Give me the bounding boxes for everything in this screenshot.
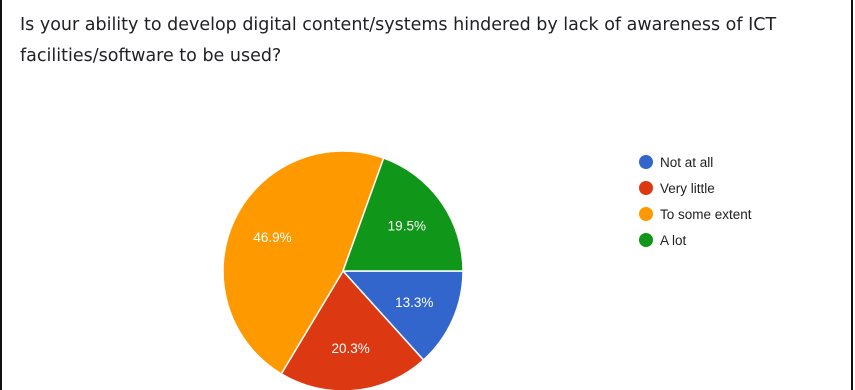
pie-slice-label-very-little: 20.3% [331,341,369,356]
legend-item-not-at-all[interactable]: Not at all [639,149,752,175]
legend: Not at all Very little To some extent A … [639,149,752,253]
legend-swatch-to-some-extent [639,207,653,221]
legend-item-very-little[interactable]: Very little [639,175,752,201]
legend-swatch-not-at-all [639,155,653,169]
pie-slice-label-a-lot: 19.5% [388,219,426,234]
legend-label: To some extent [660,206,752,222]
pie-slice-a-lot[interactable] [341,157,464,272]
pie-slice-label-not-at-all: 13.3% [395,295,433,310]
pie-slice-to-some-extent[interactable] [222,150,385,375]
legend-label: Not at all [660,154,714,170]
legend-item-to-some-extent[interactable]: To some extent [639,201,752,227]
question-title: Is your ability to develop digital conte… [20,15,777,66]
pie-slice-label-to-some-extent: 46.9% [253,230,291,245]
legend-item-a-lot[interactable]: A lot [639,227,752,253]
pie-slice-very-little[interactable] [280,269,425,390]
legend-swatch-very-little [639,181,653,195]
pie-slice-not-at-all[interactable] [341,270,464,362]
legend-label: A lot [660,232,687,248]
legend-swatch-a-lot [639,233,653,247]
legend-label: Very little [660,180,715,196]
